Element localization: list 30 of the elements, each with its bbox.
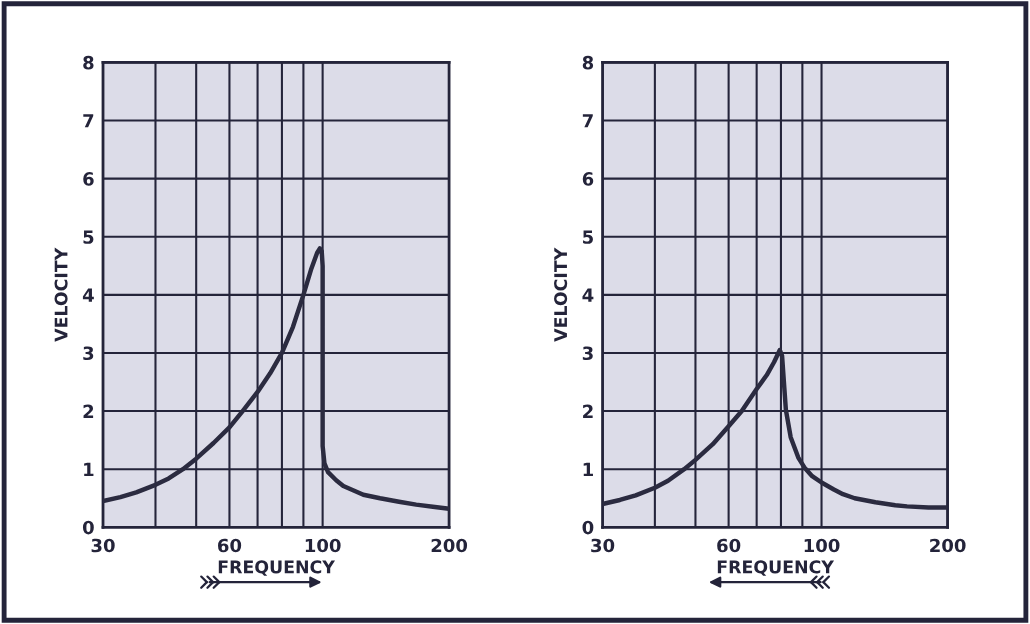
y-tick-label: 1 — [84, 462, 94, 477]
x-tick-label: 60 — [717, 538, 741, 553]
y-tick-label: 1 — [583, 462, 593, 477]
y-tick-label: 5 — [83, 230, 94, 244]
y-tick-label: 0 — [582, 520, 594, 535]
y-tick-label: 6 — [83, 172, 94, 186]
y-tick-label: 8 — [83, 55, 94, 70]
x-tick-label: 30 — [91, 538, 115, 553]
x-tick-label: 200 — [930, 538, 966, 553]
y-tick-label: 3 — [582, 346, 593, 361]
y-tick-label: 2 — [83, 404, 94, 418]
y-axis-title: VELOCITY — [54, 247, 68, 342]
y-tick-label: 4 — [82, 288, 94, 302]
x-tick-label: 60 — [218, 538, 242, 553]
y-tick-label: 2 — [583, 404, 593, 418]
y-tick-label: 3 — [83, 346, 94, 361]
y-axis-title: VELOCITY — [554, 247, 568, 342]
x-axis-title: FREQUENCY — [218, 560, 336, 576]
y-tick-label: 7 — [582, 114, 593, 128]
y-tick-label: 7 — [83, 114, 94, 128]
x-tick-label: 100 — [305, 538, 341, 553]
x-axis-title: FREQUENCY — [717, 560, 835, 576]
x-tick-label: 30 — [591, 538, 615, 553]
y-tick-label: 6 — [582, 172, 594, 186]
y-tick-label: 8 — [582, 55, 594, 70]
y-tick-label: 5 — [583, 230, 593, 244]
y-tick-label: 4 — [582, 288, 594, 302]
x-tick-label: 100 — [804, 538, 840, 553]
y-tick-label: 0 — [82, 520, 94, 535]
x-tick-label: 200 — [431, 538, 468, 553]
